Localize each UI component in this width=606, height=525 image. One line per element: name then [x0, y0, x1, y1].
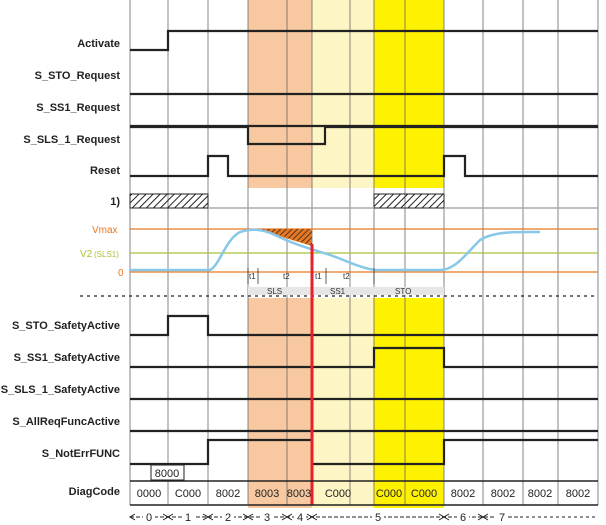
label-allreq: S_AllReqFuncActive [12, 416, 120, 428]
segment-6: 6 [460, 512, 466, 524]
label-diagcode: DiagCode [69, 486, 120, 498]
note-hatch-2 [373, 193, 445, 209]
diag-code-2: 8002 [216, 488, 240, 500]
diag-code-0: 0000 [137, 488, 161, 500]
diag-code-11: 8002 [566, 488, 590, 500]
segment-labels: 0 1 2 3 4 5 6 7 [143, 510, 508, 524]
diag-code-4: 8003 [287, 488, 311, 500]
deceleration-hatch [262, 229, 312, 246]
waveforms-bottom [130, 314, 598, 466]
wave-ss1-active [130, 346, 598, 369]
segment-2: 2 [225, 512, 231, 524]
segment-3: 3 [264, 512, 270, 524]
phase-ss1: SS1 [330, 287, 346, 296]
label-v2-sub: (SLS1) [94, 250, 119, 259]
diag-code-8: 8002 [451, 488, 475, 500]
diag-code-9: 8002 [491, 488, 515, 500]
label-sto-request: S_STO_Request [35, 70, 121, 82]
note-hatch-1 [129, 193, 209, 209]
phase-sls: SLS [267, 287, 282, 296]
wave-reset [130, 154, 598, 178]
waveforms-top [130, 29, 598, 178]
diag-box-8000 [150, 464, 185, 481]
segment-0: 0 [146, 512, 152, 524]
diag-code-7: C000 [411, 488, 437, 500]
ss1-zone-bottom [312, 298, 374, 508]
diag-codes: 0000 C000 8002 8003 8003 C000 C000 C000 … [137, 488, 590, 500]
diag-code-3: 8003 [255, 488, 279, 500]
segment-5: 5 [375, 512, 381, 524]
label-zero: 0 [118, 268, 124, 279]
diag-code-5: C000 [325, 488, 351, 500]
diag-code-6: C000 [376, 488, 402, 500]
label-sls1-active: S_SLS_1_SafetyActive [1, 384, 120, 396]
label-ss1-request: S_SS1_Request [36, 102, 120, 114]
segment-7: 7 [499, 512, 505, 524]
label-vmax: Vmax [92, 225, 118, 236]
wave-sls1-request [130, 125, 598, 146]
label-t1-sls: t1 [249, 272, 256, 281]
wave-activate [130, 29, 598, 52]
label-activate: Activate [77, 38, 120, 50]
wave-sto-active [130, 314, 598, 337]
label-sto-active: S_STO_SafetyActive [12, 320, 120, 332]
segment-1: 1 [185, 512, 191, 524]
sls-zone-bottom [248, 298, 312, 508]
label-ss1-active: S_SS1_SafetyActive [14, 352, 120, 364]
speed-curve [130, 228, 541, 272]
label-sls1-request: S_SLS_1_Request [23, 134, 120, 146]
label-v2: V2 [80, 249, 93, 260]
segment-row [129, 513, 598, 521]
label-t2-ss1: t2 [343, 272, 350, 281]
label-noterr: S_NotErrFUNC [42, 448, 120, 460]
label-t2-sls: t2 [283, 272, 290, 281]
diag-box-text: 8000 [155, 468, 179, 480]
phase-sto: STO [395, 287, 411, 296]
label-reset: Reset [90, 165, 120, 177]
diag-code-1: C000 [175, 488, 201, 500]
label-note: 1) [110, 196, 120, 208]
segment-4: 4 [297, 512, 303, 524]
label-t1-ss1: t1 [315, 272, 322, 281]
sto-zone-bottom [374, 298, 444, 508]
phase-bar [248, 287, 444, 295]
diag-code-10: 8002 [528, 488, 552, 500]
